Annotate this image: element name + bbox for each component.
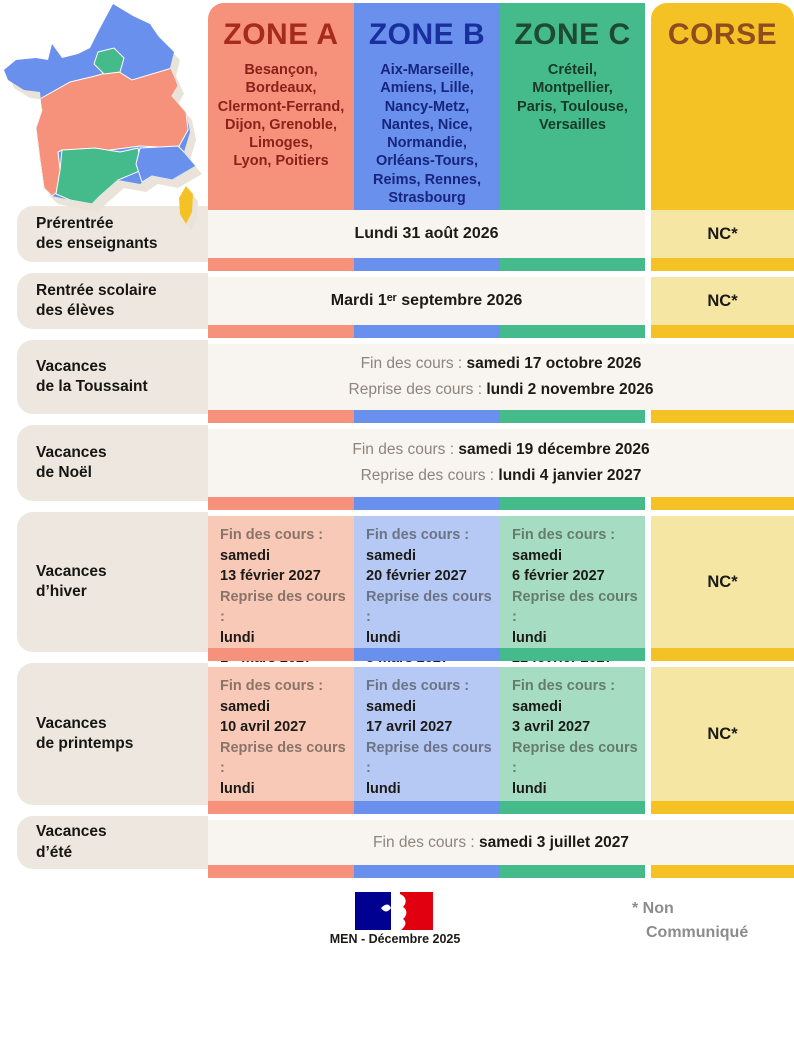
ete-fin-line: Fin des cours : samedi 3 juillet 2027 xyxy=(373,833,629,851)
zone-b-cities: Aix-Marseille, Amiens, Lille, Nancy-Metz… xyxy=(373,62,481,206)
corse-strip xyxy=(651,865,794,878)
zone-b-header: ZONE B Aix-Marseille, Amiens, Lille, Nan… xyxy=(354,3,500,210)
zone-a-strip xyxy=(208,497,354,510)
map-region-zone-c-south xyxy=(55,147,143,204)
footnote-line1: * Non xyxy=(632,900,674,917)
footer-credit: MEN - Décembre 2025 xyxy=(329,932,461,946)
prerentree-date: Lundi 31 août 2026 xyxy=(354,225,499,242)
cell-rentree-zones-abc: Mardi 1ᵉʳ septembre 2026 xyxy=(208,277,645,325)
cell-printemps-corse: NC* xyxy=(651,667,794,801)
corse-strip xyxy=(651,801,794,814)
zone-c-strip xyxy=(500,258,645,271)
corse-strip xyxy=(651,325,794,338)
corse-title: CORSE xyxy=(667,18,778,51)
zone-b-strip xyxy=(354,325,500,338)
noel-fin-line: Fin des cours : samedi 19 décembre 2026 xyxy=(352,441,650,459)
cell-rentree-corse: NC* xyxy=(651,277,794,325)
zone-c-strip xyxy=(500,410,645,423)
france-zones-map xyxy=(4,4,202,231)
zone-a-header: ZONE A Besançon, Bordeaux, Clermont-Ferr… xyxy=(208,3,354,210)
map-region-zone-b-southeast xyxy=(135,145,196,183)
zone-c-strip xyxy=(500,325,645,338)
cell-printemps-zone-a: Fin des cours : samedi 10 avril 2027 Rep… xyxy=(208,667,354,817)
zone-c-strip xyxy=(500,497,645,510)
row-label-rentree: Rentrée scolaire des élèves xyxy=(17,273,208,329)
cell-printemps-zone-c: Fin des cours : samedi 3 avril 2027 Repr… xyxy=(500,667,645,817)
zone-a-strip xyxy=(208,258,354,271)
row-label-hiver: Vacances d’hiver xyxy=(17,512,208,652)
cell-hiver-zone-a: Fin des cours : samedi 13 février 2027 R… xyxy=(208,516,354,666)
cell-noel-all-zones: Fin des cours : samedi 19 décembre 2026 … xyxy=(208,429,794,497)
zone-b-strip xyxy=(354,648,500,661)
zone-b-strip xyxy=(354,801,500,814)
corse-strip xyxy=(651,497,794,510)
map-region-corse xyxy=(179,186,193,224)
cell-prerentree-zones-abc: Lundi 31 août 2026 xyxy=(208,210,645,258)
cell-toussaint-all-zones: Fin des cours : samedi 17 octobre 2026 R… xyxy=(208,344,794,410)
zone-a-strip xyxy=(208,648,354,661)
zone-a-cities: Besançon, Bordeaux, Clermont-Ferrand, Di… xyxy=(217,62,345,170)
zone-a-title: ZONE A xyxy=(223,18,339,51)
zone-b-strip xyxy=(354,410,500,423)
toussaint-reprise-line: Reprise des cours : lundi 2 novembre 202… xyxy=(348,381,654,398)
row-label-toussaint: Vacances de la Toussaint xyxy=(17,340,208,414)
zone-b-strip xyxy=(354,258,500,271)
row-label-prerentree: Prérentrée des enseignants xyxy=(17,206,208,262)
zone-c-title: ZONE C xyxy=(514,18,631,51)
cell-hiver-zone-c: Fin des cours : samedi 6 février 2027 Re… xyxy=(500,516,645,666)
row-label-printemps: Vacances de printemps xyxy=(17,663,208,805)
row-label-ete: Vacances d’été xyxy=(17,816,208,869)
zone-c-header: ZONE C Créteil, Montpellier, Paris, Toul… xyxy=(500,3,645,210)
zone-a-strip xyxy=(208,801,354,814)
cell-ete-all-zones: Fin des cours : samedi 3 juillet 2027 xyxy=(208,820,794,865)
zone-c-strip xyxy=(500,865,645,878)
footnote-line2: Communiqué xyxy=(646,924,749,941)
rentree-date: Mardi 1ᵉʳ septembre 2026 xyxy=(330,292,523,309)
zone-c-strip xyxy=(500,801,645,814)
zone-b-strip xyxy=(354,497,500,510)
corse-strip xyxy=(651,410,794,423)
row-label-noel: Vacances de Noël xyxy=(17,425,208,501)
zone-c-strip xyxy=(500,648,645,661)
map-region-zone-c-paris xyxy=(93,47,125,75)
zone-b-strip xyxy=(354,865,500,878)
cell-prerentree-corse: NC* xyxy=(651,210,794,258)
cell-hiver-zone-b: Fin des cours : samedi 20 février 2027 R… xyxy=(354,516,500,666)
cell-printemps-zone-b: Fin des cours : samedi 17 avril 2027 Rep… xyxy=(354,667,500,817)
zone-b-title: ZONE B xyxy=(368,18,486,51)
corse-strip xyxy=(651,648,794,661)
marianne-profile xyxy=(399,894,407,930)
logo-swoosh xyxy=(381,904,391,912)
zone-a-strip xyxy=(208,410,354,423)
corse-strip xyxy=(651,258,794,271)
zone-c-cities: Créteil, Montpellier, Paris, Toulouse, V… xyxy=(517,62,628,133)
footnote-non-communique: * Non Communiqué xyxy=(632,897,748,945)
toussaint-fin-line: Fin des cours : samedi 17 octobre 2026 xyxy=(360,355,642,373)
cell-hiver-corse: NC* xyxy=(651,516,794,648)
zone-a-strip xyxy=(208,325,354,338)
noel-reprise-line: Reprise des cours : lundi 4 janvier 2027 xyxy=(360,467,642,484)
corse-header: CORSE xyxy=(651,3,794,210)
french-government-logo xyxy=(355,892,433,930)
zone-a-strip xyxy=(208,865,354,878)
